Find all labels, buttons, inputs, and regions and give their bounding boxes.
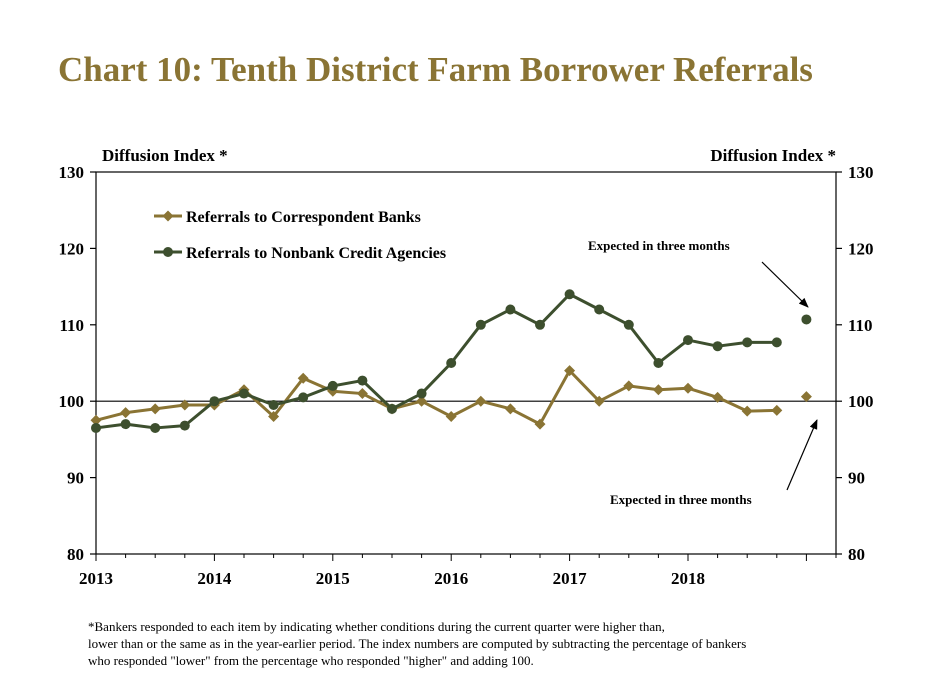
data-point-correspondent [356,388,368,400]
y-axis-title-right: Diffusion Index * [710,146,836,165]
legend-marker-nonbank [163,247,173,257]
data-point-nonbank [712,341,723,352]
expected-point-correspondent [800,391,812,403]
y-tick-label-right: 100 [848,392,874,411]
data-point-correspondent [445,410,457,422]
data-point-nonbank [387,403,397,414]
x-tick-label: 2014 [197,569,232,588]
x-tick-label: 2018 [671,569,705,588]
footnote-line-2: lower than or the same as in the year-ea… [88,636,747,651]
annotation-correspondent-expected: Expected in three months [610,492,752,507]
footnote-line-1: *Bankers responded to each item by indic… [88,619,665,634]
x-tick-label: 2015 [316,569,350,588]
y-tick-label-right: 90 [848,469,865,488]
data-point-nonbank [505,304,516,315]
data-point-nonbank [623,319,634,330]
data-point-nonbank [209,396,220,407]
annotation-arrow-nonbank [761,261,809,308]
y-tick-label-left: 100 [59,392,85,411]
data-point-nonbank [742,337,753,348]
y-tick-label-left: 120 [59,239,85,258]
annotation-arrow-correspondent [786,419,818,491]
data-point-nonbank [446,358,457,368]
footnote-line-3: who responded "lower" from the percentag… [88,653,534,668]
x-tick-label: 2017 [553,569,588,588]
data-point-correspondent [771,404,783,416]
data-point-nonbank [91,422,101,433]
data-point-nonbank [239,388,249,399]
data-point-correspondent [652,384,664,396]
data-point-correspondent [179,399,191,411]
y-tick-label-left: 130 [59,163,85,182]
y-tick-label-right: 120 [848,239,874,258]
y-tick-label-left: 110 [59,316,84,335]
data-point-nonbank [535,319,545,330]
data-point-nonbank [564,289,575,300]
data-point-correspondent [534,418,546,430]
legend-label-nonbank: Referrals to Nonbank Credit Agencies [186,245,446,262]
x-tick-label: 2013 [79,569,113,588]
data-point-correspondent [297,372,309,384]
data-point-nonbank [120,419,131,430]
plot-frame [95,171,837,555]
expected-point-nonbank [801,314,812,325]
legend-label-correspondent: Referrals to Correspondent Banks [186,209,421,226]
data-point-correspondent [623,380,635,392]
data-point-correspondent [741,405,753,417]
data-point-correspondent [120,407,132,419]
y-tick-label-right: 130 [848,163,874,182]
data-point-correspondent [90,414,102,426]
series-line-nonbank [95,292,777,430]
data-point-nonbank [357,375,368,386]
data-point-nonbank [771,337,782,348]
y-axis-title-left: Diffusion Index * [102,146,228,165]
data-point-nonbank [416,388,427,399]
data-point-correspondent [149,403,161,415]
y-tick-label-right: 80 [848,545,865,564]
data-point-correspondent [268,410,280,422]
y-tick-label-left: 90 [67,469,84,488]
data-point-correspondent [416,395,428,407]
data-point-nonbank [653,358,664,368]
annotation-nonbank-expected: Expected in three months [588,238,730,253]
data-point-nonbank [179,420,190,431]
data-point-nonbank [298,392,309,403]
data-point-correspondent [712,391,724,403]
data-point-nonbank [327,380,338,391]
data-point-correspondent [564,365,576,377]
data-point-correspondent [504,403,516,415]
data-point-nonbank [683,335,693,346]
data-point-nonbank [594,304,605,315]
data-point-nonbank [150,422,161,433]
data-point-correspondent [475,395,487,407]
data-point-correspondent [682,382,694,394]
data-point-nonbank [268,400,279,411]
chart-title: Chart 10: Tenth District Farm Borrower R… [58,50,813,89]
y-tick-label-left: 80 [67,545,84,564]
data-point-nonbank [475,319,486,330]
footnote: *Bankers responded to each item by indic… [88,618,868,669]
y-tick-label-right: 110 [848,316,873,335]
x-tick-label: 2016 [434,569,468,588]
data-point-correspondent [593,395,605,407]
legend-marker-correspondent [162,210,174,222]
